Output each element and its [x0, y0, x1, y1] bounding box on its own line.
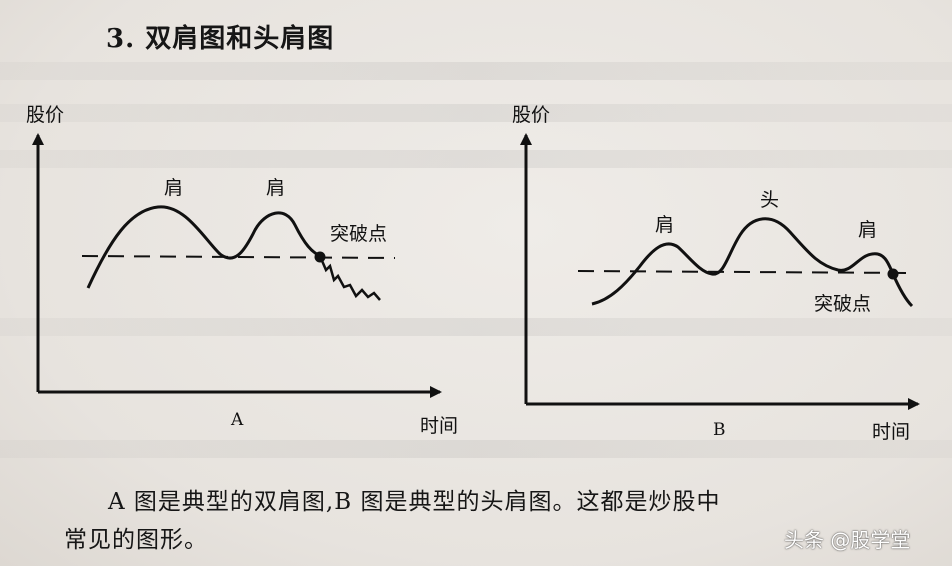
watermark: 头条 @股学堂 — [784, 528, 911, 552]
figure-b-breakout-label: 突破点 — [814, 293, 871, 315]
figure-b-head-label: 头 — [760, 189, 779, 211]
figure-b-neckline — [577, 270, 913, 274]
figure-b-breakout-point — [887, 268, 899, 280]
section-number: 3. — [106, 24, 136, 54]
body-paragraph: A 图是典型的双肩图,B 图是典型的头肩图。这都是炒股中 常见的图形。 — [64, 483, 928, 553]
figure-b-right-shoulder-label: 肩 — [858, 219, 877, 241]
figure-b-caption: B — [713, 420, 726, 440]
figure-b-price-curve — [591, 217, 914, 308]
bleed-through-band — [0, 318, 952, 336]
figure-b: 股价 时间 B 肩 头 肩 突破点 — [512, 104, 920, 443]
figure-a-breakdown-line — [318, 255, 381, 301]
bleed-through-band — [0, 104, 952, 122]
figure-a-caption: A — [230, 410, 244, 430]
figure-a-y-label: 股价 — [26, 104, 64, 126]
figure-a-left-shoulder-label: 肩 — [164, 177, 183, 199]
figure-a-breakout-point — [314, 251, 326, 263]
figure-a: 股价 时间 A 肩 肩 突破点 — [26, 104, 458, 437]
section-title: 双肩图和头肩图 — [145, 24, 335, 54]
bleed-through-band — [0, 150, 952, 168]
section-heading: 3. 双肩图和头肩图 — [106, 18, 334, 55]
figure-a-x-label: 时间 — [420, 415, 458, 437]
figure-a-neckline — [81, 255, 396, 259]
figure-b-x-label: 时间 — [872, 421, 910, 443]
figure-b-y-label: 股价 — [512, 104, 550, 126]
figure-a-price-curve — [86, 205, 321, 289]
figure-b-left-shoulder-label: 肩 — [655, 214, 674, 236]
figure-a-breakout-label: 突破点 — [330, 223, 387, 245]
bleed-through-band — [0, 62, 952, 80]
figure-a-right-shoulder-label: 肩 — [266, 177, 285, 199]
bleed-through-band — [0, 440, 952, 458]
body-line-1: A 图是典型的双肩图,B 图是典型的头肩图。这都是炒股中 — [108, 489, 721, 515]
body-line-2: 常见的图形。 — [64, 527, 208, 553]
